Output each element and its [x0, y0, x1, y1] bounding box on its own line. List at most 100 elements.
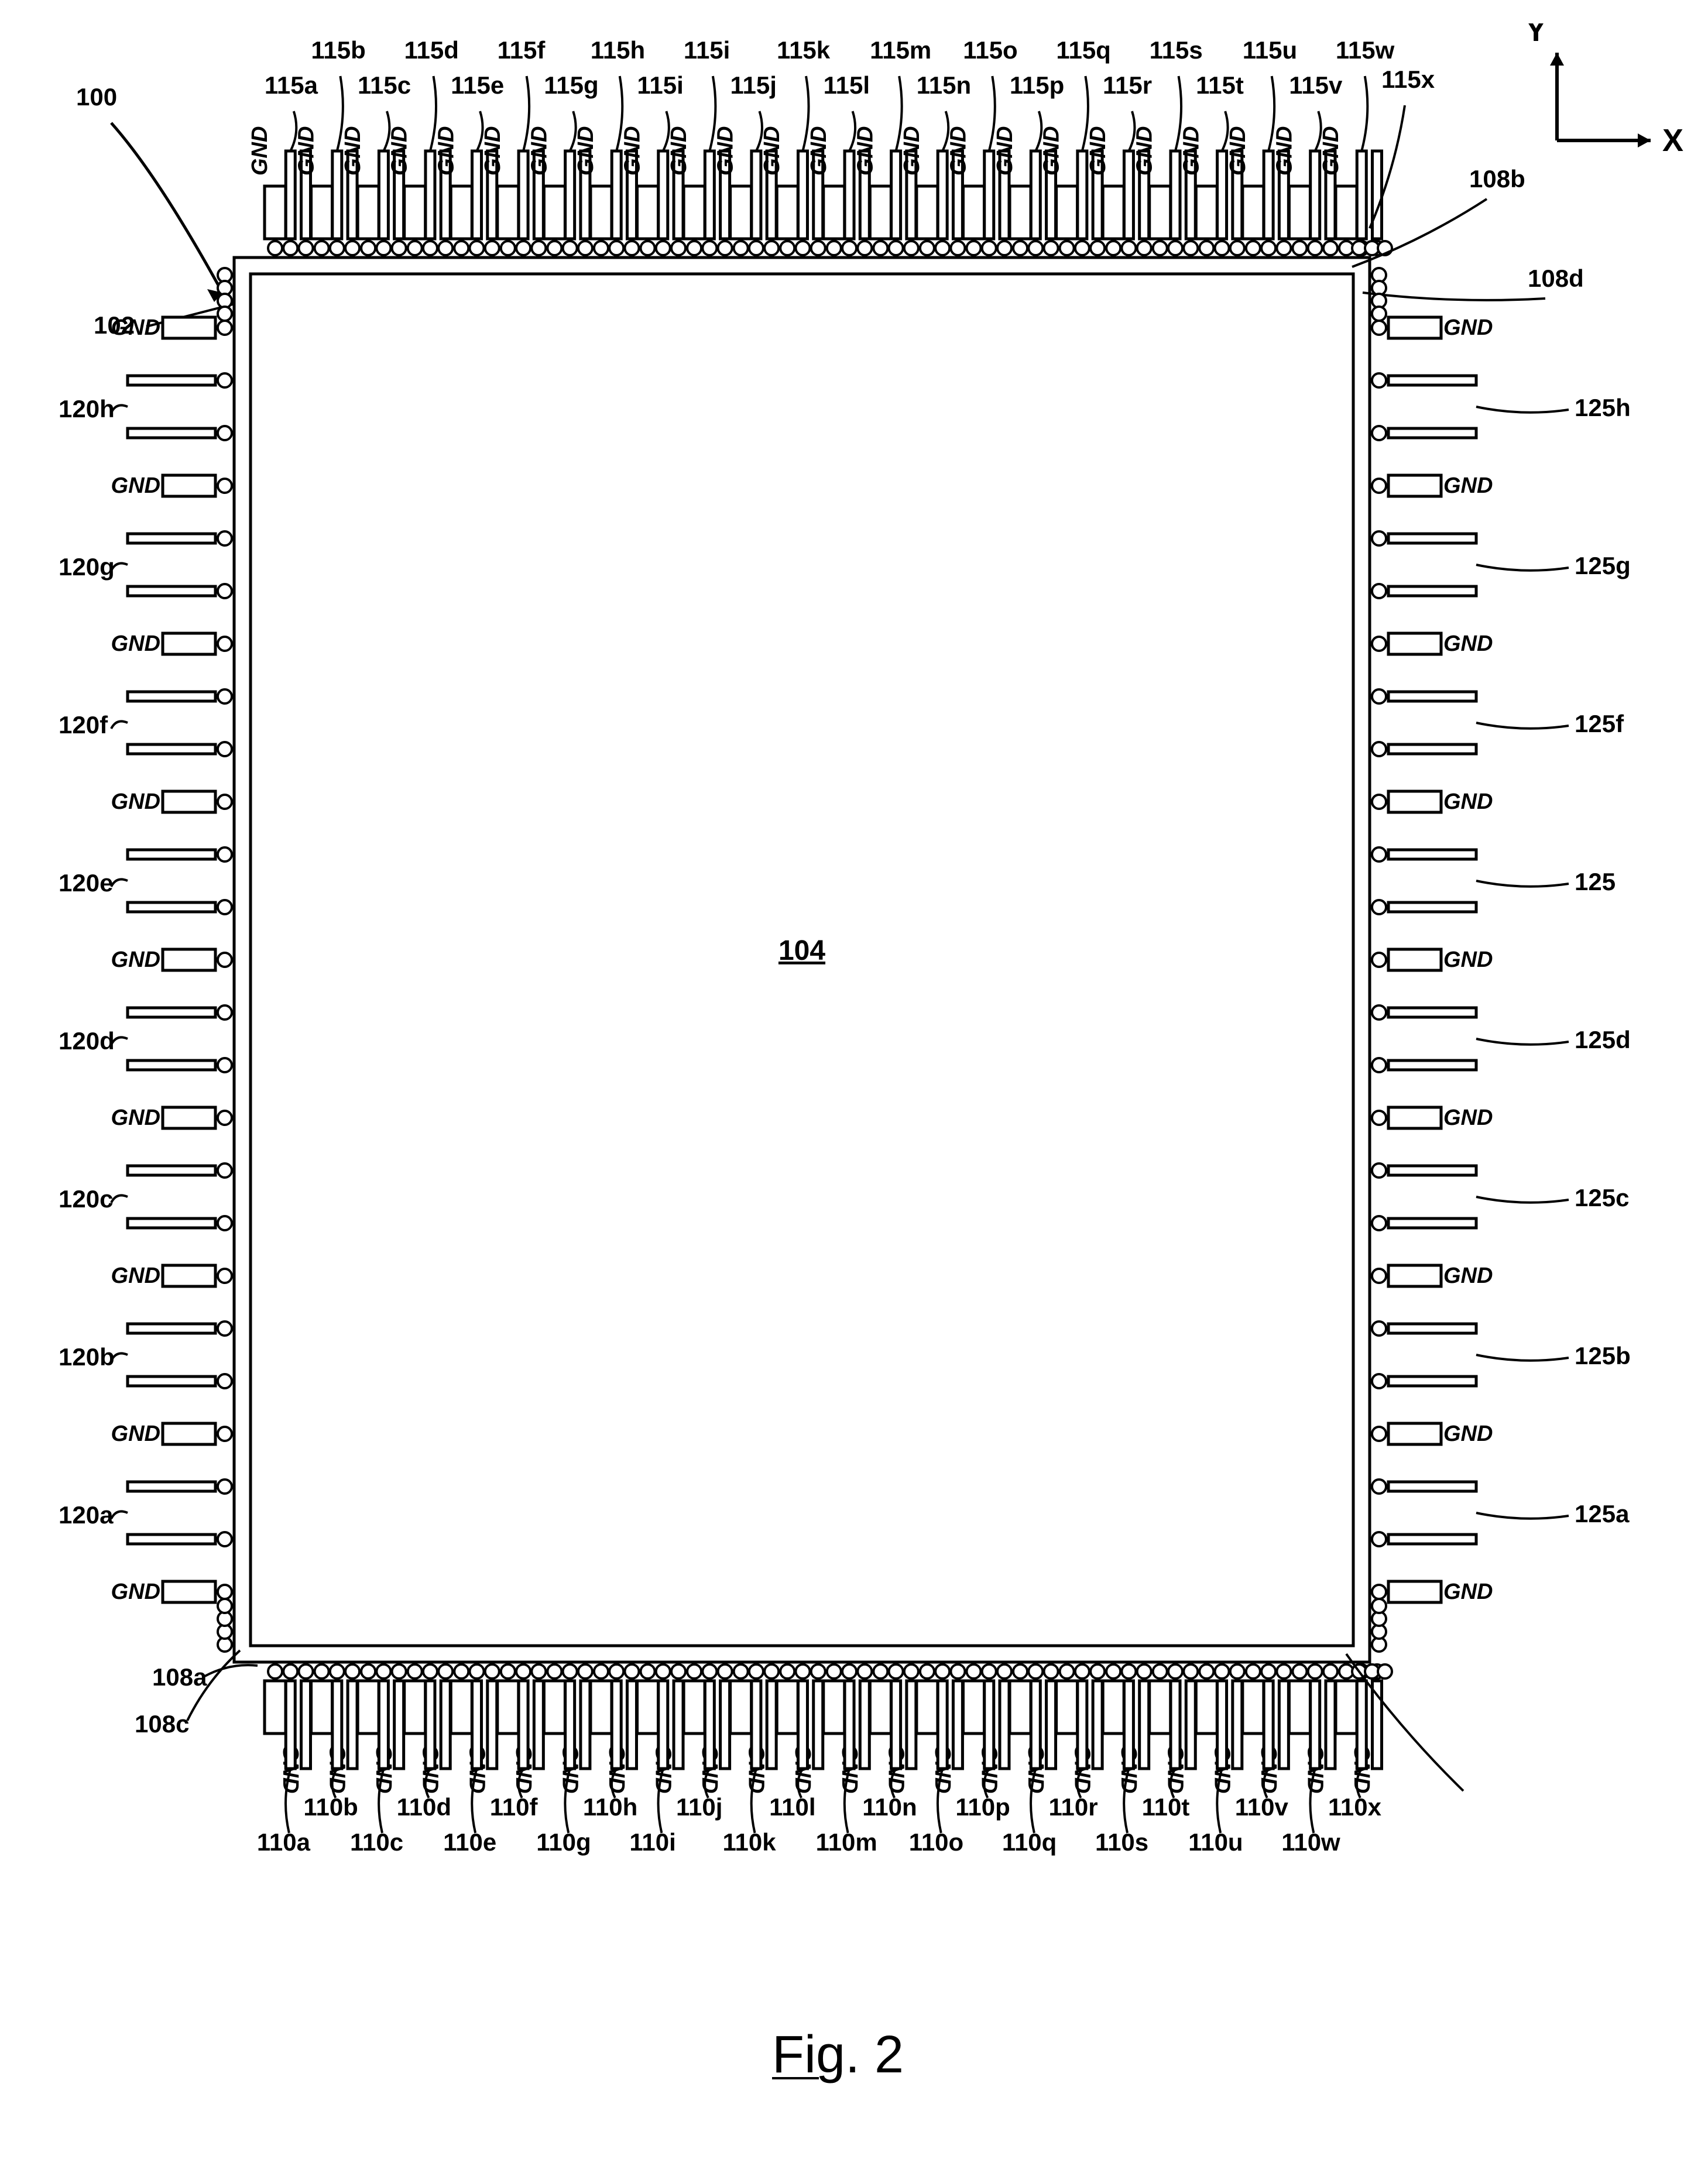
svg-text:110n: 110n — [862, 1793, 917, 1821]
svg-text:115q: 115q — [1056, 36, 1110, 64]
svg-text:GND: GND — [760, 126, 784, 176]
svg-text:120c: 120c — [59, 1185, 113, 1213]
svg-text:GND: GND — [993, 126, 1017, 176]
svg-text:125a: 125a — [1575, 1500, 1630, 1527]
svg-text:115a: 115a — [265, 71, 318, 99]
svg-text:115h: 115h — [591, 36, 645, 64]
svg-text:115f: 115f — [498, 36, 546, 64]
svg-text:120d: 120d — [59, 1027, 115, 1055]
svg-text:GND: GND — [667, 126, 691, 176]
svg-text:115b: 115b — [311, 36, 365, 64]
svg-text:120g: 120g — [59, 553, 115, 581]
svg-text:110a: 110a — [257, 1828, 311, 1856]
svg-text:110u: 110u — [1188, 1828, 1243, 1856]
svg-text:GND: GND — [1443, 631, 1493, 656]
svg-text:115e: 115e — [451, 71, 504, 99]
svg-text:GND: GND — [1443, 1422, 1493, 1446]
svg-text:GND: GND — [481, 126, 505, 176]
diagram-svg: 104100102XYGND115aGND115bGND115cGND115dG… — [23, 23, 1685, 2143]
svg-text:GND: GND — [527, 126, 551, 176]
svg-text:110h: 110h — [583, 1793, 637, 1821]
svg-text:GND: GND — [111, 1580, 160, 1604]
svg-text:110m: 110m — [816, 1828, 877, 1856]
svg-text:120b: 120b — [59, 1343, 115, 1371]
svg-text:110o: 110o — [909, 1828, 963, 1856]
svg-text:115g: 115g — [544, 71, 598, 99]
svg-text:GND: GND — [111, 631, 160, 656]
svg-text:125g: 125g — [1575, 552, 1631, 579]
svg-text:110e: 110e — [443, 1828, 496, 1856]
svg-text:115u: 115u — [1243, 36, 1297, 64]
svg-text:120a: 120a — [59, 1501, 114, 1529]
svg-text:110g: 110g — [536, 1828, 591, 1856]
svg-text:GND: GND — [900, 126, 924, 176]
svg-text:115k: 115k — [777, 36, 831, 64]
svg-text:GND: GND — [387, 126, 412, 176]
svg-text:GND: GND — [111, 315, 160, 340]
svg-text:GND: GND — [1443, 789, 1493, 814]
svg-text:110w: 110w — [1281, 1828, 1340, 1856]
svg-text:125d: 125d — [1575, 1026, 1631, 1053]
svg-text:115j: 115j — [730, 71, 776, 99]
svg-text:110s: 110s — [1095, 1828, 1148, 1856]
svg-text:108d: 108d — [1528, 265, 1584, 292]
svg-text:115r: 115r — [1103, 71, 1152, 99]
svg-text:115p: 115p — [1010, 71, 1064, 99]
svg-text:GND: GND — [714, 126, 738, 176]
svg-text:108b: 108b — [1469, 165, 1525, 193]
svg-text:110r: 110r — [1048, 1793, 1097, 1821]
svg-text:115d: 115d — [404, 36, 459, 64]
svg-text:GND: GND — [1040, 126, 1064, 176]
svg-text:115x: 115x — [1381, 66, 1435, 93]
svg-text:GND: GND — [111, 789, 160, 814]
svg-text:115i: 115i — [684, 36, 730, 64]
svg-text:GND: GND — [1443, 1580, 1493, 1604]
svg-text:110c: 110c — [350, 1828, 403, 1856]
svg-text:GND: GND — [1179, 126, 1203, 176]
svg-text:115s: 115s — [1150, 36, 1203, 64]
svg-text:115w: 115w — [1336, 36, 1395, 64]
svg-text:GND: GND — [111, 1264, 160, 1288]
svg-text:110j: 110j — [676, 1793, 722, 1821]
svg-text:GND: GND — [1443, 1106, 1493, 1130]
svg-text:Fig. 2: Fig. 2 — [772, 2026, 904, 2084]
svg-text:110v: 110v — [1235, 1793, 1289, 1821]
svg-text:GND: GND — [1443, 948, 1493, 972]
svg-text:GND: GND — [111, 1106, 160, 1130]
svg-text:115t: 115t — [1196, 71, 1244, 99]
svg-text:125: 125 — [1575, 868, 1616, 895]
svg-text:GND: GND — [1319, 126, 1343, 176]
svg-text:110q: 110q — [1002, 1828, 1057, 1856]
svg-text:120f: 120f — [59, 711, 108, 739]
svg-text:120e: 120e — [59, 869, 113, 897]
svg-text:110p: 110p — [955, 1793, 1010, 1821]
svg-text:GND: GND — [111, 1422, 160, 1446]
svg-text:GND: GND — [434, 126, 458, 176]
svg-text:100: 100 — [76, 83, 117, 111]
svg-text:GND: GND — [1443, 315, 1493, 340]
svg-text:108a: 108a — [152, 1663, 207, 1691]
svg-text:115c: 115c — [358, 71, 411, 99]
svg-text:115i: 115i — [637, 71, 683, 99]
svg-text:104: 104 — [778, 935, 825, 966]
svg-text:110t: 110t — [1142, 1793, 1190, 1821]
svg-text:110d: 110d — [397, 1793, 451, 1821]
svg-text:GND: GND — [1226, 126, 1250, 176]
svg-text:110i: 110i — [629, 1828, 675, 1856]
svg-text:110x: 110x — [1328, 1793, 1382, 1821]
svg-text:115o: 115o — [963, 36, 1017, 64]
svg-text:GND: GND — [853, 126, 877, 176]
svg-text:115v: 115v — [1289, 71, 1343, 99]
svg-text:GND: GND — [1272, 126, 1297, 176]
svg-text:GND: GND — [111, 473, 160, 498]
svg-text:GND: GND — [1133, 126, 1157, 176]
svg-text:GND: GND — [946, 126, 970, 176]
svg-text:125c: 125c — [1575, 1184, 1629, 1211]
svg-text:110f: 110f — [490, 1793, 539, 1821]
svg-text:GND: GND — [1086, 126, 1110, 176]
svg-text:115m: 115m — [870, 36, 931, 64]
svg-text:GND: GND — [341, 126, 365, 176]
svg-text:GND: GND — [1443, 1264, 1493, 1288]
svg-text:125h: 125h — [1575, 394, 1631, 421]
figure-container: 104100102XYGND115aGND115bGND115cGND115dG… — [23, 23, 1685, 2143]
